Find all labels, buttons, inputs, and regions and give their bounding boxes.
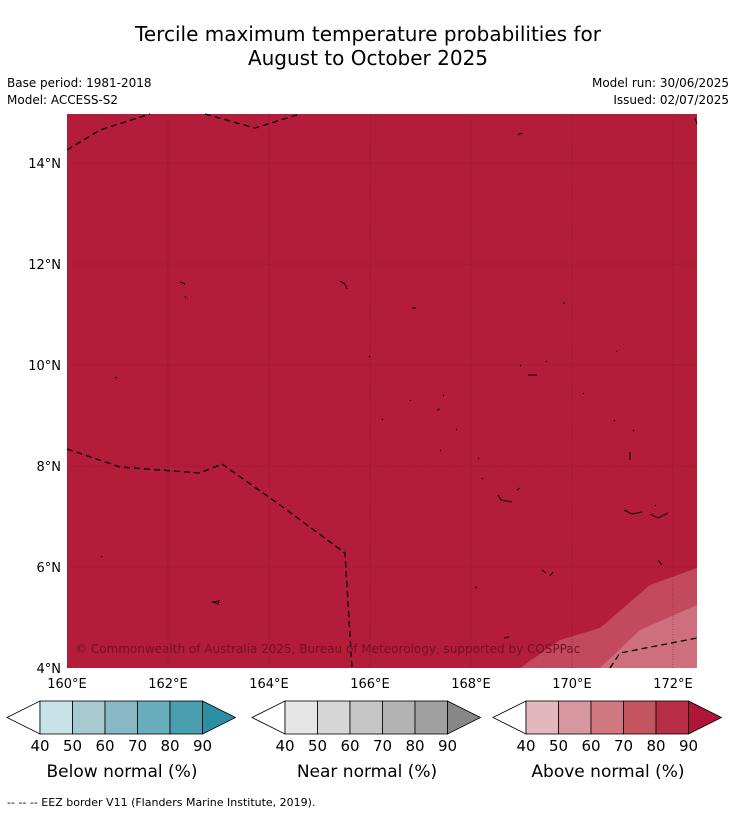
lat-label: 14°N bbox=[28, 157, 61, 172]
colorbar-tick-label: 60 bbox=[340, 737, 359, 755]
colorbar-below-normal: 40 50 60 70 80 90 bbox=[6, 700, 237, 755]
colorbar-segment bbox=[137, 700, 171, 735]
colorbar-tick-label: 70 bbox=[128, 737, 147, 755]
base-period: Base period: 1981-2018 bbox=[7, 76, 152, 90]
colorbar-segment bbox=[590, 700, 624, 735]
colorbar-segment bbox=[382, 700, 416, 735]
lat-label: 10°N bbox=[28, 359, 61, 374]
colorbar-segment bbox=[284, 700, 318, 735]
lat-label: 12°N bbox=[28, 258, 61, 273]
colorbar-segment bbox=[558, 700, 592, 735]
colorbar-tick-label: 90 bbox=[679, 737, 698, 755]
colorbar-tick-label: 90 bbox=[438, 737, 457, 755]
latitude-labels: 14°N 12°N 10°N 8°N 6°N 4°N bbox=[28, 157, 61, 677]
colorbar-over-arrow bbox=[688, 700, 723, 735]
map-area bbox=[67, 114, 697, 668]
longitude-labels: 160°E 162°E 164°E 166°E 168°E 170°E 172°… bbox=[47, 677, 693, 692]
colorbar-title-below: Below normal (%) bbox=[46, 762, 198, 782]
colorbar-tick-label: 50 bbox=[63, 737, 82, 755]
colorbar-segment bbox=[623, 700, 657, 735]
lon-label: 164°E bbox=[249, 677, 289, 692]
colorbar-over-arrow bbox=[447, 700, 482, 735]
colorbar-under-arrow bbox=[6, 700, 41, 735]
colorbar-ticks: 40 50 60 70 80 90 bbox=[30, 737, 212, 755]
lon-label: 172°E bbox=[653, 677, 693, 692]
colorbar-tick-label: 50 bbox=[308, 737, 327, 755]
copyright-text: © Commonwealth of Australia 2025, Bureau… bbox=[75, 642, 580, 656]
meta-right: Model run: 30/06/2025 Issued: 02/07/2025 bbox=[592, 75, 729, 109]
colorbar-ticks: 40 50 60 70 80 90 bbox=[275, 737, 457, 755]
colorbar-segment bbox=[655, 700, 689, 735]
eez-borders bbox=[66, 113, 698, 669]
colorbar-tick-label: 40 bbox=[275, 737, 294, 755]
lat-label: 4°N bbox=[37, 662, 62, 677]
colorbar-segment bbox=[525, 700, 559, 735]
colorbar-tick-label: 70 bbox=[614, 737, 633, 755]
colorbar-segment bbox=[414, 700, 448, 735]
lat-label: 8°N bbox=[37, 460, 62, 475]
colorbar-segment bbox=[317, 700, 351, 735]
issued-date: Issued: 02/07/2025 bbox=[613, 93, 729, 107]
colorbar-tick-label: 80 bbox=[160, 737, 179, 755]
lon-label: 170°E bbox=[552, 677, 592, 692]
colorbar-tick-label: 80 bbox=[405, 737, 424, 755]
colorbar-tick-label: 70 bbox=[373, 737, 392, 755]
model-run: Model run: 30/06/2025 bbox=[591, 76, 729, 90]
colorbar-segment bbox=[39, 700, 73, 735]
colorbar-segments bbox=[6, 700, 237, 735]
colorbar-ticks: 40 50 60 70 80 90 bbox=[516, 737, 698, 755]
title-line-1: Tercile maximum temperature probabilitie… bbox=[135, 22, 601, 46]
colorbar-tick-label: 60 bbox=[95, 737, 114, 755]
lon-label: 162°E bbox=[148, 677, 188, 692]
colorbar-under-arrow bbox=[251, 700, 286, 735]
colorbar-segment bbox=[349, 700, 383, 735]
colorbar-title-above: Above normal (%) bbox=[531, 762, 685, 782]
title-line-2: August to October 2025 bbox=[247, 46, 489, 70]
colorbar-tick-label: 50 bbox=[549, 737, 568, 755]
meta-left: Base period: 1981-2018 Model: ACCESS-S2 bbox=[7, 75, 152, 109]
lon-label: 168°E bbox=[451, 677, 491, 692]
map-figure: © Commonwealth of Australia 2025, Bureau… bbox=[28, 113, 698, 692]
map-title: Tercile maximum temperature probabilitie… bbox=[0, 22, 736, 70]
islands bbox=[100, 117, 698, 639]
colorbar-near-normal: 40 50 60 70 80 90 bbox=[251, 700, 482, 755]
eez-footnote: -- -- -- EEZ border V11 (Flanders Marine… bbox=[7, 796, 316, 809]
model-name: Model: ACCESS-S2 bbox=[7, 93, 119, 107]
colorbar-segments bbox=[251, 700, 482, 735]
colorbar-tick-label: 60 bbox=[581, 737, 600, 755]
colorbar-segment bbox=[104, 700, 138, 735]
colorbar-segment bbox=[169, 700, 203, 735]
colorbar-under-arrow bbox=[492, 700, 527, 735]
colorbar-segments bbox=[492, 700, 723, 735]
colorbar-tick-label: 80 bbox=[646, 737, 665, 755]
colorbar-title-near: Near normal (%) bbox=[296, 762, 438, 782]
lon-label: 166°E bbox=[350, 677, 390, 692]
colorbar-tick-label: 40 bbox=[30, 737, 49, 755]
colorbar-tick-label: 40 bbox=[516, 737, 535, 755]
colorbar-above-normal: 40 50 60 70 80 90 bbox=[492, 700, 723, 755]
lon-label: 160°E bbox=[47, 677, 87, 692]
lat-label: 6°N bbox=[37, 561, 62, 576]
colorbar-segment bbox=[72, 700, 106, 735]
colorbar-over-arrow bbox=[202, 700, 237, 735]
colorbar-tick-label: 90 bbox=[193, 737, 212, 755]
gridlines bbox=[67, 114, 697, 668]
